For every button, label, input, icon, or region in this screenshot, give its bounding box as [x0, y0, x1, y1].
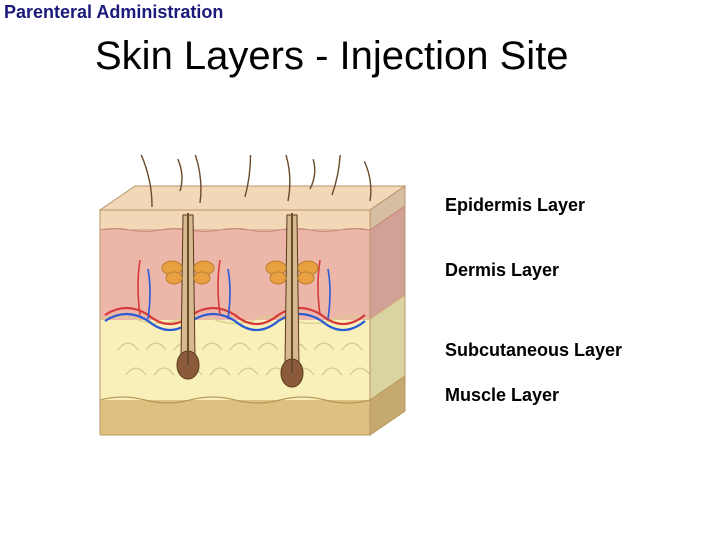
label-muscle: Muscle Layer: [445, 385, 559, 406]
label-epidermis: Epidermis Layer: [445, 195, 585, 216]
skin-layers-svg: [70, 155, 410, 465]
label-dermis: Dermis Layer: [445, 260, 559, 281]
section-header: Parenteral Administration: [4, 2, 223, 23]
page-title: Skin Layers - Injection Site: [95, 34, 569, 79]
skin-cross-section-diagram: [70, 155, 410, 465]
label-subcutaneous: Subcutaneous Layer: [445, 340, 622, 361]
